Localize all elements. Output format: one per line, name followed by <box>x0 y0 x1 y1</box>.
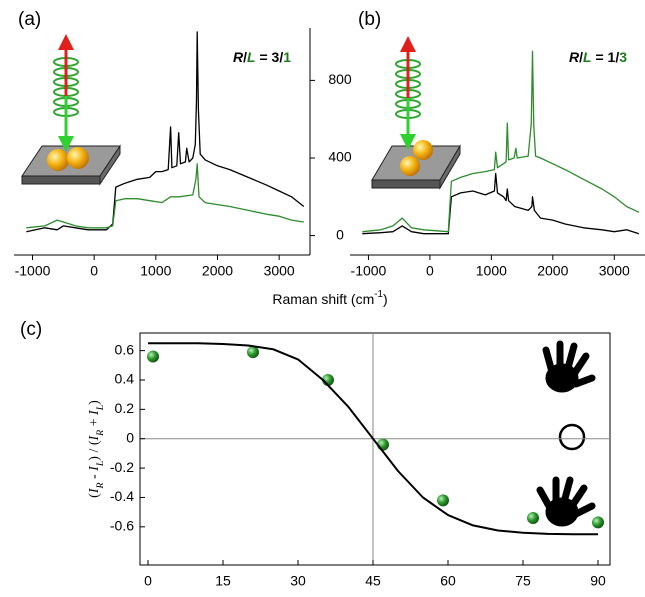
text-part: + <box>87 415 102 430</box>
x-tick-label: 3000 <box>264 263 295 279</box>
text-part: I <box>87 465 102 472</box>
x-tick-label: -1000 <box>351 263 387 279</box>
panel-label: (c) <box>20 319 42 340</box>
x-tick-label: 0 <box>144 573 152 589</box>
chirality-icons <box>536 340 596 527</box>
text-part: R <box>95 483 106 490</box>
y-tick-label: 0.4 <box>115 371 135 387</box>
text-part: -1 <box>374 289 383 300</box>
data-point <box>147 350 159 363</box>
text-part: L <box>95 405 106 411</box>
text-part: L <box>583 49 592 65</box>
text-part: 1 <box>283 49 291 65</box>
x-tick-label: 2000 <box>537 263 568 279</box>
x-tick-label: 0 <box>426 263 434 279</box>
text-part: ) <box>383 291 388 307</box>
y-tick-label: 0.6 <box>115 341 135 357</box>
text-part: / <box>243 49 247 65</box>
text-part: / <box>579 49 583 65</box>
text-part: I <box>87 435 102 442</box>
text-part: / <box>615 49 619 65</box>
data-line <box>362 50 640 233</box>
data-line <box>26 163 304 229</box>
text-part: R <box>233 49 244 65</box>
text-part: I <box>87 409 102 416</box>
text-part: 3 <box>619 49 627 65</box>
y-tick-label: 0 <box>126 429 134 445</box>
text-part: = <box>592 49 608 65</box>
text-part: ( <box>87 493 102 498</box>
annotation: R/L = 1/3 <box>569 49 627 65</box>
data-point <box>527 512 539 525</box>
plot-frame <box>139 332 611 566</box>
y-tick-label: 0.2 <box>115 400 135 416</box>
text-part: / <box>279 49 283 65</box>
text-part: L <box>95 461 106 467</box>
data-line <box>26 31 305 233</box>
text-part: ) / ( <box>87 440 102 461</box>
panel-label: (b) <box>358 9 381 30</box>
y-tick-label: 800 <box>328 71 352 87</box>
x-tick-label: 60 <box>440 573 456 589</box>
text-part: - <box>87 471 102 483</box>
data-line <box>148 342 598 536</box>
panel-label: (a) <box>18 9 41 30</box>
inset-schematic <box>21 34 121 186</box>
x-tick-label: 2000 <box>202 263 233 279</box>
text-part: = <box>256 49 272 65</box>
text-part: 1 <box>608 49 616 65</box>
text-part: ) <box>87 400 102 405</box>
annotation: R/L = 3/1 <box>233 49 291 65</box>
x-tick-label: 30 <box>290 573 306 589</box>
text-part: R <box>569 49 580 65</box>
x-tick-label: 3000 <box>599 263 630 279</box>
y-axis-label: (IR - IL) / (IR + IL) <box>87 400 106 498</box>
y-tick-label: 400 <box>328 149 352 165</box>
data-point <box>247 346 259 359</box>
text-part: I <box>87 487 102 494</box>
text-part: L <box>247 49 256 65</box>
inset-schematic <box>371 36 461 190</box>
data-line <box>362 172 640 235</box>
text-part: 3 <box>272 49 280 65</box>
text-part: R <box>95 430 106 437</box>
x-tick-label: 0 <box>90 263 98 279</box>
x-tick-label: -1000 <box>15 263 51 279</box>
x-tick-label: 1000 <box>140 263 171 279</box>
y-tick-label: -0.6 <box>110 518 134 534</box>
x-tick-label: 15 <box>215 573 231 589</box>
x-axis-label: Raman shift (cm-1) <box>272 289 387 307</box>
y-tick-label: -0.2 <box>110 459 134 475</box>
y-tick-label: 0 <box>336 226 344 242</box>
x-tick-label: 1000 <box>476 263 507 279</box>
x-tick-label: 75 <box>515 573 531 589</box>
x-tick-label: 90 <box>590 573 606 589</box>
y-tick-label: -0.4 <box>110 488 134 504</box>
data-point <box>437 494 449 507</box>
x-tick-label: 45 <box>365 573 381 589</box>
text-part: Raman shift (cm <box>272 291 374 307</box>
data-point <box>592 516 604 529</box>
